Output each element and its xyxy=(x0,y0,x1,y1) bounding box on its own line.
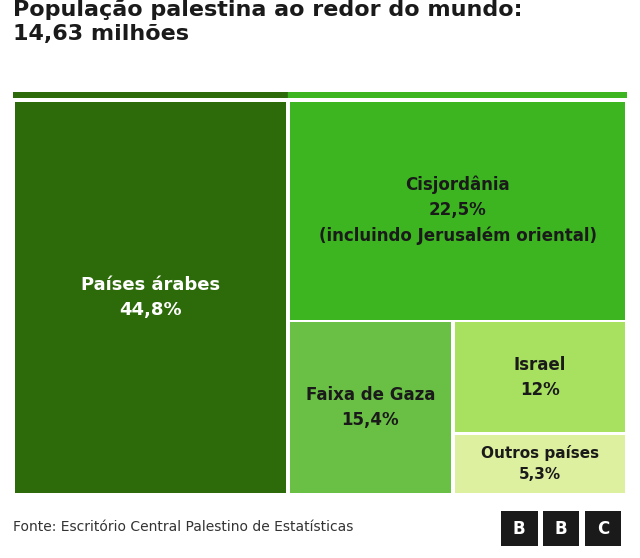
Text: Outros países
5,3%: Outros países 5,3% xyxy=(481,445,599,482)
Bar xyxy=(288,92,627,98)
Bar xyxy=(290,102,625,320)
Text: População palestina ao redor do mundo:
14,63 milhões: População palestina ao redor do mundo: 1… xyxy=(13,0,522,44)
Text: Israel
12%: Israel 12% xyxy=(514,355,566,398)
Text: B: B xyxy=(555,519,568,538)
Bar xyxy=(13,92,288,98)
Text: C: C xyxy=(597,519,609,538)
Text: B: B xyxy=(513,519,525,538)
Bar xyxy=(500,511,538,546)
Bar xyxy=(584,511,621,546)
Bar xyxy=(454,322,625,432)
Bar xyxy=(543,511,579,546)
Bar xyxy=(290,322,451,493)
Text: Países árabes
44,8%: Países árabes 44,8% xyxy=(81,276,220,319)
Text: Fonte: Escritório Central Palestino de Estatísticas: Fonte: Escritório Central Palestino de E… xyxy=(13,520,353,535)
Text: Faixa de Gaza
15,4%: Faixa de Gaza 15,4% xyxy=(306,386,435,429)
Bar xyxy=(454,435,625,493)
Text: Cisjordânia
22,5%
(incluindo Jerusalém oriental): Cisjordânia 22,5% (incluindo Jerusalém o… xyxy=(319,176,596,245)
Bar xyxy=(15,102,286,493)
